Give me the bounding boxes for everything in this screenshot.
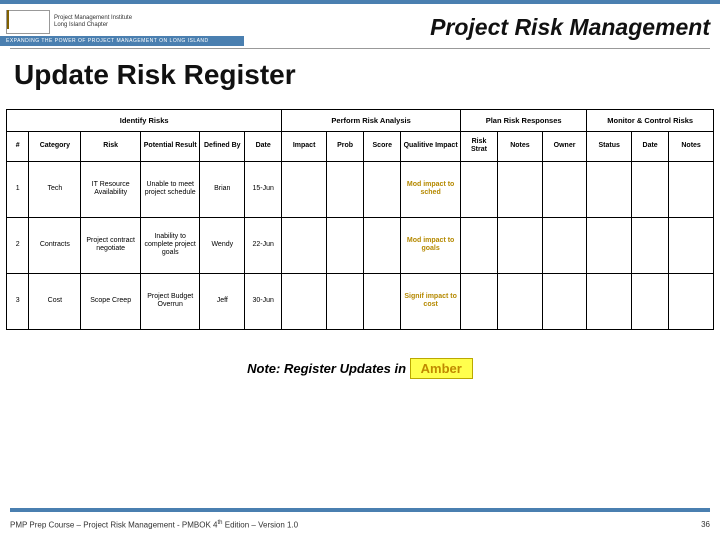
pmi-logo [6,10,50,34]
footer-left: PMP Prep Course – Project Risk Managemen… [10,520,298,530]
cell: Project contract negotiate [81,217,141,273]
group-header: Plan Risk Responses [460,110,586,132]
column-header-row: #CategoryRiskPotential ResultDefined ByD… [7,132,714,162]
logo-area: Project Management Institute Long Island… [0,8,244,46]
column-header: Category [29,132,81,162]
cell: Jeff [200,273,245,329]
cell [460,217,497,273]
cell [632,273,669,329]
cell: Wendy [200,217,245,273]
cell [632,161,669,217]
chapter-line1: Project Management Institute [54,15,132,22]
column-header: Notes [498,132,543,162]
cell: Unable to meet project schedule [140,161,200,217]
cell [364,161,401,217]
page-title: Project Risk Management [244,14,710,41]
cell [282,161,327,217]
column-header: Status [587,132,632,162]
cell: Mod impact to goals [401,217,461,273]
column-header: Qualitive Impact [401,132,461,162]
cell [632,217,669,273]
cell: Signif impact to cost [401,273,461,329]
risk-table: Identify RisksPerform Risk AnalysisPlan … [6,109,714,330]
cell [282,217,327,273]
cell [498,161,543,217]
page-number: 36 [701,520,710,530]
cell: Inability to complete project goals [140,217,200,273]
cell [364,273,401,329]
update-note: Note: Register Updates in Amber [0,358,720,379]
cell: 1 [7,161,29,217]
footer: PMP Prep Course – Project Risk Managemen… [10,520,710,530]
table-row: 1TechIT Resource AvailabilityUnable to m… [7,161,714,217]
cell [326,161,363,217]
cell: Mod impact to sched [401,161,461,217]
column-header: Risk Strat [460,132,497,162]
cell [498,273,543,329]
cell: 30-Jun [245,273,282,329]
table-row: 3CostScope CreepProject Budget OverrunJe… [7,273,714,329]
footer-divider [10,508,710,512]
cell [326,217,363,273]
cell [669,161,714,217]
chapter-text: Project Management Institute Long Island… [54,15,132,28]
cell: 3 [7,273,29,329]
table-body: 1TechIT Resource AvailabilityUnable to m… [7,161,714,329]
cell [542,273,587,329]
note-prefix: Note: Register Updates in [247,361,406,376]
cell [587,217,632,273]
cell [282,273,327,329]
cell [542,161,587,217]
header: Project Management Institute Long Island… [0,4,720,46]
column-header: Owner [542,132,587,162]
group-header-row: Identify RisksPerform Risk AnalysisPlan … [7,110,714,132]
cell [542,217,587,273]
cell: Project Budget Overrun [140,273,200,329]
cell: Contracts [29,217,81,273]
amber-box: Amber [410,358,473,379]
column-header: Date [245,132,282,162]
cell: 15-Jun [245,161,282,217]
cell [669,273,714,329]
tagline: EXPANDING THE POWER OF PROJECT MANAGEMEN… [0,36,244,46]
cell: Cost [29,273,81,329]
chapter-line2: Long Island Chapter [54,22,132,29]
group-header: Monitor & Control Risks [587,110,714,132]
group-header: Identify Risks [7,110,282,132]
cell [326,273,363,329]
cell [669,217,714,273]
column-header: Risk [81,132,141,162]
cell: IT Resource Availability [81,161,141,217]
column-header: Date [632,132,669,162]
column-header: Prob [326,132,363,162]
cell [587,273,632,329]
group-header: Perform Risk Analysis [282,110,461,132]
cell [498,217,543,273]
column-header: Defined By [200,132,245,162]
cell: Scope Creep [81,273,141,329]
column-header: Score [364,132,401,162]
table-row: 2ContractsProject contract negotiateInab… [7,217,714,273]
cell [587,161,632,217]
column-header: Notes [669,132,714,162]
column-header: Impact [282,132,327,162]
cell [460,161,497,217]
cell: 22-Jun [245,217,282,273]
cell: 2 [7,217,29,273]
cell: Tech [29,161,81,217]
cell [364,217,401,273]
cell: Brian [200,161,245,217]
column-header: # [7,132,29,162]
risk-table-wrap: Identify RisksPerform Risk AnalysisPlan … [0,109,720,330]
cell [460,273,497,329]
subtitle: Update Risk Register [0,49,720,109]
column-header: Potential Result [140,132,200,162]
